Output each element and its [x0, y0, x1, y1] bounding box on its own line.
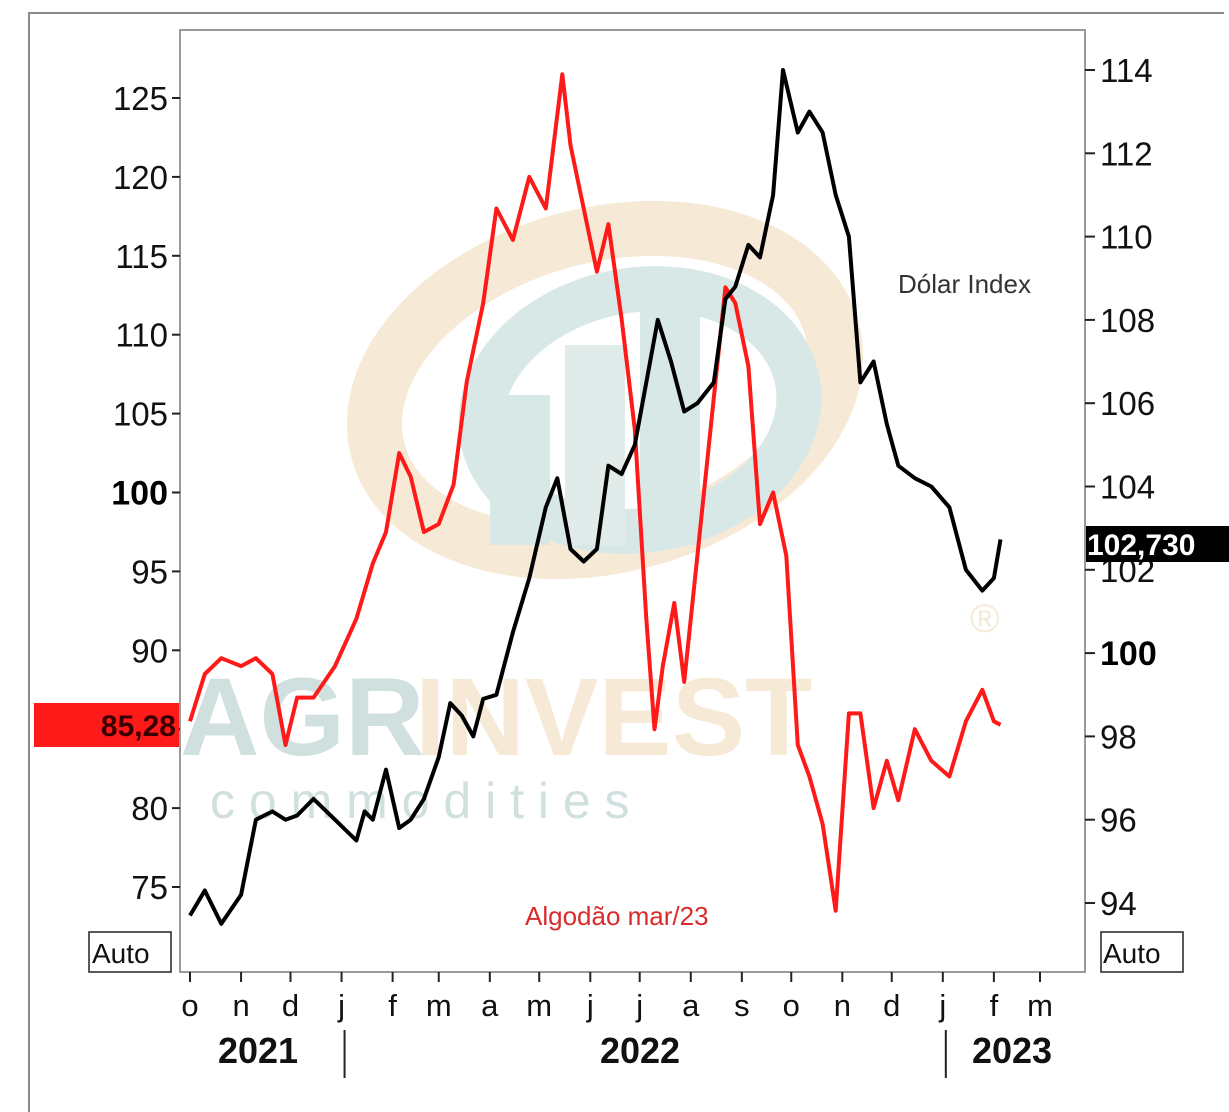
x-axis-month-label: o — [181, 988, 198, 1023]
plot-area — [179, 29, 1086, 973]
right-axis-tick-label: 110 — [1100, 219, 1153, 256]
auto-scale-right-button-box[interactable] — [1100, 931, 1184, 973]
series-layer — [188, 68, 1003, 926]
left-axis-tick-label: 105 — [113, 396, 168, 433]
series-label-algodao: Algodão mar/23 — [525, 901, 709, 931]
last-value-badge-right: 102,730 — [1086, 526, 1229, 562]
left-axis-tick-label: 120 — [113, 159, 168, 196]
agrinvest-watermark: AGR INVEST c o m m o d i t i e s ® — [180, 200, 999, 829]
series-line-algodao — [188, 72, 1002, 913]
x-axis-month-label: a — [682, 988, 700, 1023]
x-axis-month-label: m — [1027, 988, 1053, 1023]
x-axis-month-label: o — [783, 988, 800, 1023]
left-axis-tick-label: 80 — [131, 790, 168, 827]
watermark-bar-2 — [565, 345, 625, 545]
watermark-bar-3 — [640, 300, 700, 545]
x-axis-month-label: a — [481, 988, 499, 1023]
x-axis-month-label: f — [990, 988, 999, 1023]
watermark-bar-1 — [490, 395, 550, 545]
x-axis-month-label: d — [282, 988, 299, 1023]
left-axis-tick-label: 125 — [113, 80, 168, 117]
right-axis-tick-label: 106 — [1100, 385, 1155, 422]
auto-scale-right-label: Auto — [1103, 938, 1161, 969]
left-axis-tick-label: 100 — [111, 475, 168, 513]
right-axis-tick-label: 96 — [1100, 802, 1137, 839]
x-axis-year-label: 2022 — [600, 1030, 680, 1071]
x-axis-year-label: 2021 — [218, 1030, 298, 1071]
last-value-badge-left: 85,28 — [34, 703, 179, 747]
watermark-brand-invest: INVEST — [415, 656, 812, 779]
right-axis-tick-label: 100 — [1100, 635, 1157, 673]
right-axis-tick-label: 112 — [1100, 135, 1153, 172]
auto-scale-right-button[interactable]: Auto — [1100, 931, 1184, 973]
right-axis-tick-label: 114 — [1100, 52, 1153, 89]
chart-frame — [28, 12, 1224, 1112]
left-axis-tick-label: 115 — [115, 238, 168, 275]
x-axis-month-label: m — [526, 988, 552, 1023]
right-axis-tick-label: 108 — [1100, 302, 1155, 339]
watermark-tagline: c o m m o d i t i e s — [210, 773, 630, 829]
left-axis-tick-label: 90 — [131, 632, 168, 669]
x-axis-month-label: n — [232, 988, 249, 1023]
right-axis-tick-label: 98 — [1100, 718, 1137, 755]
last-value-right: 102,730 — [1087, 529, 1195, 562]
watermark-registered: ® — [970, 597, 999, 641]
watermark-brand-agr: AGR — [180, 656, 424, 779]
right-axis-tick-label: 94 — [1100, 885, 1137, 922]
left-axis-tick-label: 75 — [131, 869, 168, 906]
right-axis-tick-label: 104 — [1100, 469, 1155, 506]
last-value-badge-left-bg — [34, 703, 179, 747]
x-axis-month-label: j — [635, 988, 643, 1023]
x-axis-month-label: f — [388, 988, 397, 1023]
series-label-dolar-index: Dólar Index — [898, 269, 1031, 299]
auto-scale-left-label: Auto — [92, 938, 150, 969]
x-axis-month-label: n — [834, 988, 851, 1023]
left-axis: 7580859095100105110115120125 — [111, 80, 180, 906]
x-axis-month-label: m — [426, 988, 452, 1023]
x-axis-month-label: d — [883, 988, 900, 1023]
auto-scale-left-button[interactable]: Auto — [88, 931, 172, 973]
x-axis-month-label: j — [938, 988, 946, 1023]
left-axis-tick-label: 95 — [131, 553, 168, 590]
series-line-dolar-index — [188, 68, 1003, 926]
auto-scale-left-button-box[interactable] — [88, 931, 172, 973]
x-axis-month-label: j — [337, 988, 345, 1023]
x-axis-month-label: s — [734, 988, 750, 1023]
x-axis-year-label: 2023 — [972, 1030, 1052, 1071]
x-axis-month-label: j — [586, 988, 594, 1023]
last-value-left: 85,28 — [101, 710, 176, 743]
last-value-badge-right-bg — [1086, 526, 1229, 562]
left-axis-tick-label: 110 — [115, 317, 168, 354]
